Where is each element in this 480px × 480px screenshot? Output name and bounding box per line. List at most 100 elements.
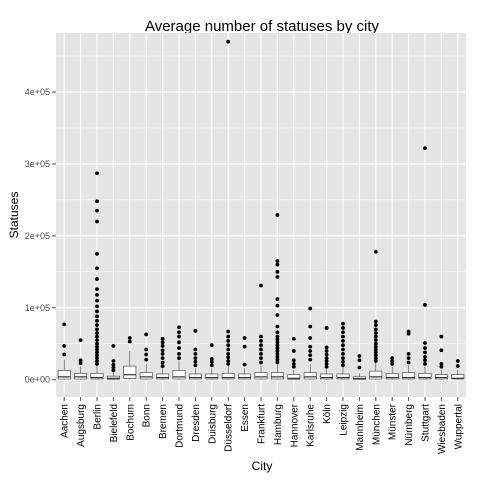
outlier-point	[341, 326, 345, 330]
outlier-point	[78, 338, 83, 343]
outlier-point	[373, 327, 378, 332]
outlier-point	[455, 364, 460, 368]
box	[254, 372, 268, 380]
x-tick-label: Karlsruhe	[306, 404, 317, 447]
outlier-point	[160, 356, 165, 361]
outlier-point	[144, 352, 149, 357]
boxplot-22	[418, 146, 432, 380]
box	[205, 373, 219, 380]
outlier-point	[160, 336, 165, 341]
outlier-point	[423, 346, 427, 350]
outlier-point	[209, 359, 214, 364]
outlier-point	[226, 39, 231, 44]
boxplot-4	[123, 336, 137, 380]
x-tick-label: Duisburg	[207, 404, 218, 444]
outlier-point	[341, 359, 345, 364]
outlier-point	[357, 354, 362, 358]
outlier-point	[373, 356, 378, 361]
boxplot-18	[352, 354, 366, 380]
outlier-point	[341, 330, 345, 335]
outlier-point	[357, 358, 362, 363]
outlier-point	[341, 347, 345, 352]
outlier-point	[95, 251, 99, 256]
outlier-point	[95, 171, 99, 176]
outlier-point	[226, 334, 231, 339]
outlier-point	[209, 356, 214, 361]
outlier-point	[275, 346, 280, 350]
boxplot-1	[74, 338, 88, 380]
boxplot-6	[156, 336, 170, 380]
outlier-point	[127, 339, 132, 344]
x-tick-label: München	[371, 404, 382, 445]
outlier-point	[209, 363, 214, 368]
outlier-point	[341, 334, 345, 339]
x-tick-label: Essen	[240, 404, 251, 432]
x-tick-label: Aachen	[60, 404, 71, 438]
outlier-point	[226, 329, 231, 334]
box	[336, 373, 350, 380]
boxplot-5	[139, 332, 153, 380]
boxplot-2	[90, 171, 104, 380]
outlier-point	[226, 338, 231, 343]
box	[238, 373, 252, 380]
outlier-point	[439, 334, 444, 339]
outlier-point	[160, 360, 165, 365]
outlier-point	[406, 351, 411, 356]
outlier-point	[373, 319, 378, 324]
outlier-point	[423, 341, 427, 345]
box	[320, 373, 334, 380]
boxplot-21	[402, 329, 416, 380]
outlier-point	[226, 355, 231, 360]
outlier-point	[193, 351, 198, 356]
outlier-point	[275, 337, 280, 342]
x-axis-title: City	[252, 459, 273, 473]
outlier-point	[193, 347, 198, 352]
outlier-point	[259, 283, 263, 288]
outlier-point	[423, 146, 427, 150]
x-tick-label: Hamburg	[273, 404, 284, 445]
outlier-point	[177, 346, 181, 350]
outlier-point	[423, 362, 427, 366]
boxplot-8	[188, 328, 202, 380]
outlier-point	[160, 344, 165, 348]
boxplot-3	[106, 344, 120, 380]
outlier-point	[308, 344, 313, 349]
chart-title: Average number of statuses by city	[145, 18, 380, 35]
outlier-point	[242, 344, 247, 349]
outlier-point	[144, 357, 149, 362]
x-tick-label: Bochum	[125, 404, 136, 441]
outlier-point	[324, 349, 329, 353]
outlier-point	[373, 323, 378, 327]
outlier-point	[324, 364, 329, 369]
box	[418, 372, 432, 380]
outlier-point	[373, 249, 378, 254]
y-tick-label: 3e+05	[25, 159, 50, 169]
outlier-point	[95, 331, 99, 335]
outlier-point	[324, 356, 329, 361]
outlier-point	[439, 362, 444, 366]
outlier-point	[95, 323, 99, 327]
x-tick-label: Dresden	[191, 404, 202, 442]
outlier-point	[95, 347, 99, 352]
boxplot-14	[287, 336, 301, 380]
outlier-point	[406, 329, 411, 334]
x-tick-label: Augsburg	[76, 404, 87, 447]
outlier-point	[95, 353, 99, 358]
box	[57, 370, 71, 380]
outlier-point	[423, 354, 427, 359]
box	[74, 372, 88, 380]
outlier-point	[373, 341, 378, 346]
outlier-point	[275, 262, 280, 267]
outlier-point	[341, 338, 345, 343]
outlier-point	[308, 336, 313, 340]
outlier-point	[373, 334, 378, 339]
outlier-point	[373, 331, 378, 335]
outlier-point	[259, 343, 263, 348]
boxplot-23	[434, 334, 448, 380]
outlier-point	[373, 359, 378, 363]
x-tick-label: Dortmund	[175, 404, 186, 448]
outlier-point	[390, 359, 395, 363]
outlier-point	[193, 356, 198, 361]
outlier-point	[177, 330, 181, 335]
outlier-point	[160, 340, 165, 345]
